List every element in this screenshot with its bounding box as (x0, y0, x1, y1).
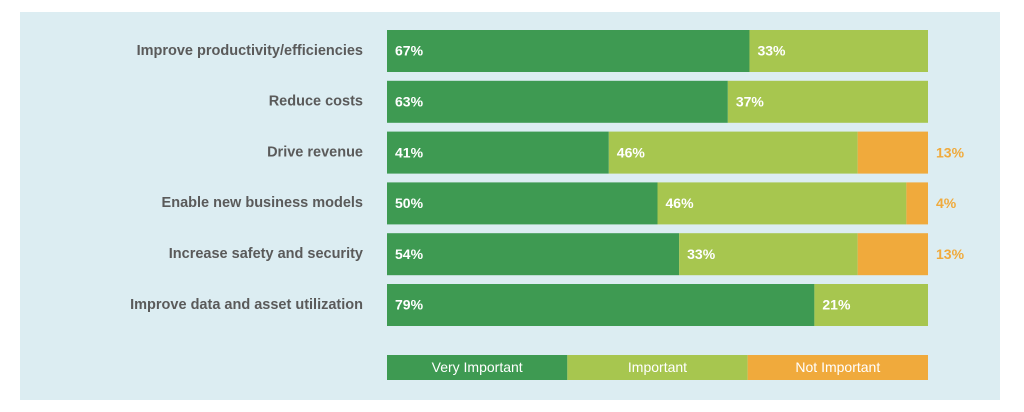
value-label: 41% (395, 144, 424, 160)
category-label: Improve productivity/efficiencies (137, 43, 363, 59)
value-label: 13% (936, 144, 965, 160)
bar-segment (857, 131, 928, 174)
value-label: 67% (395, 43, 424, 59)
bar-segment (387, 131, 609, 174)
value-label: 46% (617, 144, 646, 160)
legend-swatch (747, 355, 928, 380)
bar-segment (749, 30, 928, 72)
category-label: Enable new business models (162, 195, 363, 211)
value-label: 37% (736, 94, 765, 110)
bar-segment (657, 182, 907, 225)
bar-segment (906, 182, 928, 225)
bar-segment (857, 233, 928, 276)
value-label: 79% (395, 297, 424, 313)
value-label: 50% (395, 195, 424, 211)
legend-label: Important (628, 359, 687, 375)
category-label: Increase safety and security (169, 246, 363, 262)
bar-segment (608, 131, 858, 174)
bar-segment (679, 233, 858, 276)
bar-segment (387, 80, 728, 123)
bar-segment (387, 30, 750, 72)
category-label: Reduce costs (269, 94, 363, 110)
value-label: 33% (687, 246, 716, 262)
bar-segment (814, 284, 928, 326)
value-label: 46% (666, 195, 695, 211)
value-label: 33% (757, 43, 786, 59)
legend-label: Very Important (432, 359, 523, 375)
legend-swatch (567, 355, 748, 380)
value-label: 4% (936, 195, 957, 211)
bar-segment (727, 80, 928, 123)
value-label: 54% (395, 246, 424, 262)
bar-segment (387, 284, 815, 326)
value-label: 13% (936, 246, 965, 262)
category-label: Drive revenue (267, 144, 363, 160)
value-label: 63% (395, 94, 424, 110)
legend-swatch (387, 355, 568, 380)
legend-label: Not Important (795, 359, 880, 375)
value-label: 21% (822, 297, 851, 313)
bar-segment (387, 182, 658, 225)
category-label: Improve data and asset utilization (130, 297, 363, 313)
bar-segment (387, 233, 680, 276)
